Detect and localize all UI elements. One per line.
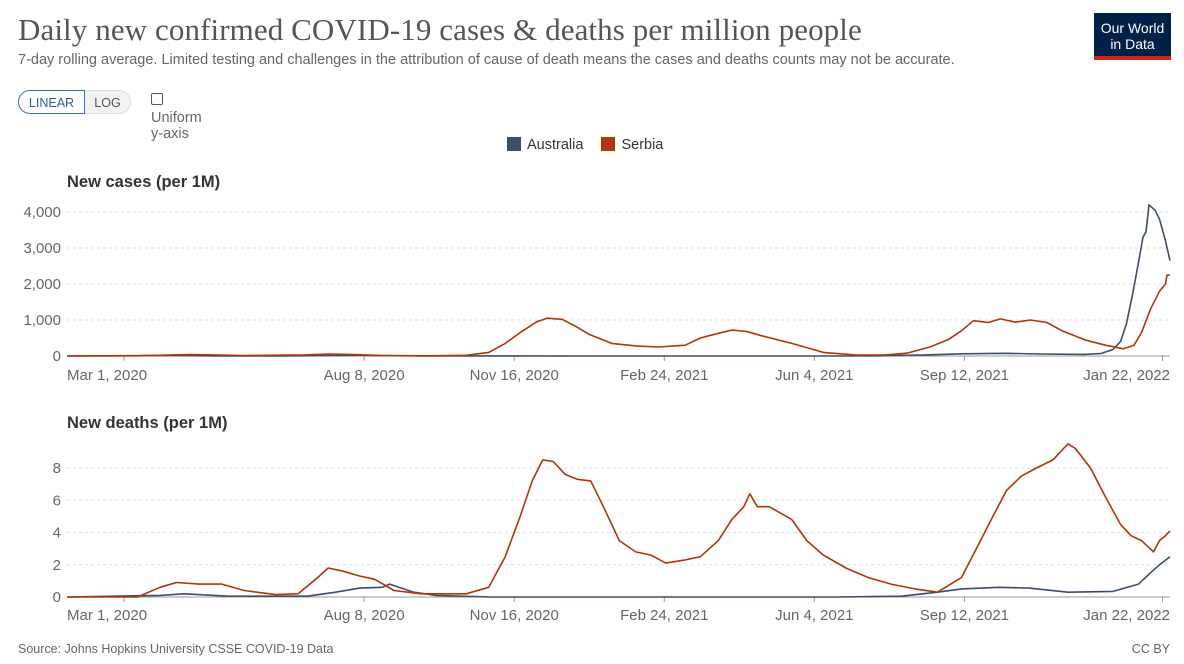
x-tick-label: Aug 8, 2020	[324, 367, 405, 384]
checkbox-icon	[151, 93, 163, 105]
series-line-australia	[66, 204, 1171, 357]
legend-label-australia: Australia	[527, 137, 584, 153]
x-tick-label: Nov 16, 2020	[470, 367, 559, 384]
legend-item-australia[interactable]: Australia	[507, 137, 583, 153]
y-tick-label: 2,000	[23, 276, 61, 293]
owid-logo[interactable]: Our World in Data	[1094, 13, 1171, 60]
x-tick-label: Mar 1, 2020	[67, 607, 147, 624]
x-tick-label: Sep 12, 2021	[920, 367, 1009, 384]
x-tick-label: Jan 22, 2022	[1083, 607, 1170, 624]
y-tick-label: 0	[53, 589, 61, 606]
x-tick-label: Feb 24, 2021	[620, 367, 708, 384]
x-tick-label: Jan 22, 2022	[1083, 367, 1170, 384]
x-tick-label: Jun 4, 2021	[775, 607, 853, 624]
x-tick-label: Jun 4, 2021	[775, 367, 853, 384]
legend: Australia Serbia	[507, 137, 677, 153]
legend-label-serbia: Serbia	[621, 137, 664, 153]
uniform-y-axis-label: Uniform y-axis	[151, 110, 202, 142]
series-line-serbia	[66, 274, 1170, 357]
chart-title: Daily new confirmed COVID-19 cases & dea…	[18, 12, 862, 47]
y-tick-label: 4	[53, 525, 61, 542]
x-tick-label: Mar 1, 2020	[67, 367, 147, 384]
y-tick-label: 8	[53, 460, 61, 477]
legend-swatch-serbia	[601, 137, 616, 151]
series-line-serbia	[67, 442, 1171, 598]
y-tick-label: 3,000	[23, 240, 61, 257]
license-note[interactable]: CC BY	[1131, 642, 1170, 656]
series-line-australia	[66, 556, 1171, 598]
y-tick-label: 1,000	[23, 312, 61, 329]
x-tick-label: Nov 16, 2020	[470, 607, 559, 624]
x-tick-label: Feb 24, 2021	[620, 607, 708, 624]
x-tick-label: Sep 12, 2021	[920, 607, 1009, 624]
legend-swatch-australia	[507, 137, 521, 151]
x-tick-label: Aug 8, 2020	[324, 607, 405, 624]
chart-subtitle: 7-day rolling average. Limited testing a…	[18, 52, 955, 68]
panel-title-0: New cases (per 1M)	[67, 173, 220, 191]
legend-item-serbia[interactable]: Serbia	[601, 137, 663, 153]
panel-title-1: New deaths (per 1M)	[67, 414, 227, 432]
y-tick-label: 2	[53, 557, 61, 574]
uniform-y-axis-checkbox[interactable]: Uniform y-axis	[151, 93, 202, 142]
linear-scale-button[interactable]: LINEAR	[18, 90, 85, 114]
y-tick-label: 0	[53, 348, 61, 365]
logo-line-2: in Data	[1110, 36, 1155, 52]
source-note: Source: Johns Hopkins University CSSE CO…	[18, 642, 334, 656]
logo-line-1: Our World	[1100, 20, 1165, 36]
y-tick-label: 4,000	[23, 204, 61, 221]
log-scale-button[interactable]: LOG	[85, 90, 131, 114]
y-tick-label: 6	[53, 492, 61, 509]
